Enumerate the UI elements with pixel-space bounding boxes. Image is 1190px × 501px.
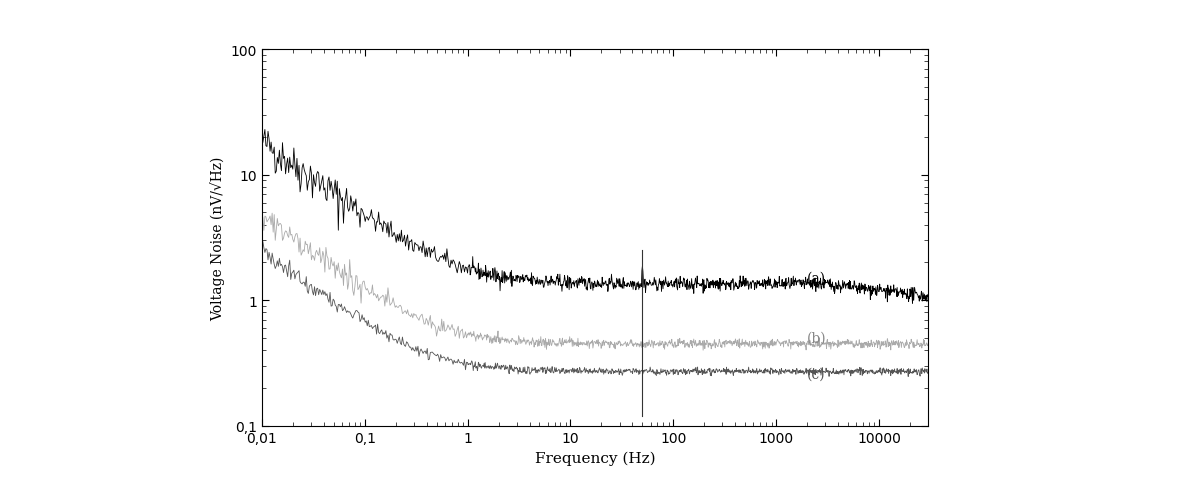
Y-axis label: Voltage Noise (nV/√Hz): Voltage Noise (nV/√Hz) xyxy=(211,156,225,320)
Text: (c): (c) xyxy=(807,367,826,381)
Text: (b): (b) xyxy=(807,331,827,345)
Text: (a): (a) xyxy=(807,272,826,286)
X-axis label: Frequency (Hz): Frequency (Hz) xyxy=(534,450,656,464)
